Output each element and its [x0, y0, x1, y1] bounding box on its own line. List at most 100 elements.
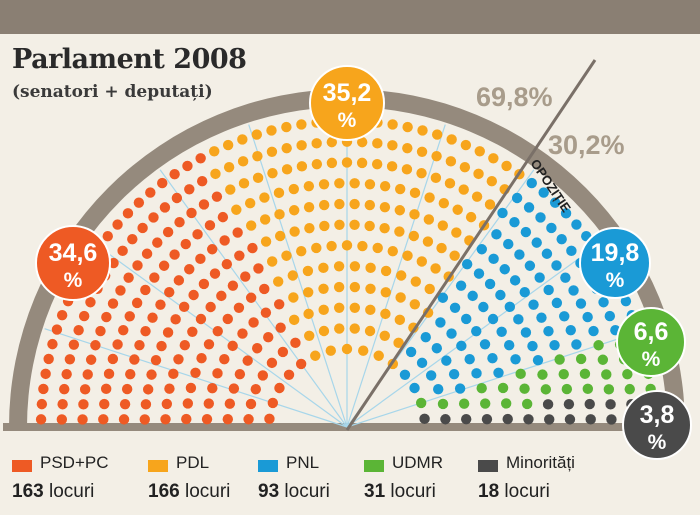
- seat-psd-pc: [182, 398, 194, 409]
- seat-pdl: [281, 164, 293, 175]
- page-subtitle: (senatori + deputați): [12, 82, 213, 102]
- seat-psd-pc: [184, 264, 195, 275]
- seat-psd-pc: [122, 208, 134, 219]
- seat-psd-pc: [264, 413, 275, 425]
- legend-label: PSD+PC: [40, 453, 109, 472]
- seat-pdl: [387, 140, 398, 151]
- seat-psd-pc: [145, 187, 156, 198]
- seat-pdl: [318, 199, 330, 211]
- seat-psd-pc: [195, 313, 207, 325]
- legend-seat-count: 166 locuri: [148, 481, 231, 502]
- seat-psd-pc: [260, 307, 272, 318]
- seat-psd-pc: [146, 369, 157, 380]
- seat-psd-pc: [51, 324, 63, 335]
- seat-psd-pc: [82, 369, 93, 380]
- seat-psd-pc: [102, 231, 113, 242]
- seat-pdl: [380, 265, 392, 277]
- seat-pnl: [425, 370, 437, 381]
- seat-pdl: [210, 168, 221, 180]
- seat-pnl: [560, 272, 571, 283]
- seat-udmr: [537, 369, 548, 380]
- seat-psd-pc: [137, 222, 148, 234]
- seat-pnl: [499, 264, 510, 275]
- seat-psd-pc: [47, 338, 58, 350]
- seat-psd-pc: [171, 192, 183, 204]
- seat-pdl: [237, 134, 248, 145]
- majority-percent-label: 69,8%: [476, 82, 553, 112]
- seat-pdl: [252, 172, 264, 184]
- seat-pnl: [604, 310, 616, 322]
- seat-pdl: [225, 184, 236, 195]
- legend-swatch: [478, 460, 498, 472]
- seat-pdl: [484, 199, 496, 210]
- seat-pdl: [452, 204, 463, 215]
- seat-pdl: [402, 121, 413, 133]
- legend-seat-count: 93 locuri: [258, 481, 330, 502]
- seat-udmr: [415, 397, 427, 409]
- seat-pnl: [565, 324, 576, 336]
- seat-pdl: [458, 184, 469, 195]
- seat-pdl: [372, 242, 383, 254]
- seat-psd-pc: [178, 301, 190, 313]
- seat-psd-pc: [64, 354, 76, 365]
- seat-pdl: [288, 314, 300, 326]
- seat-pnl: [478, 301, 489, 313]
- seat-pdl: [266, 256, 278, 267]
- seat-pdl: [446, 134, 457, 145]
- seat-psd-pc: [245, 398, 257, 410]
- percent-value: 6,6: [634, 318, 669, 346]
- seat-pdl: [431, 150, 442, 162]
- seat-pnl: [488, 253, 499, 265]
- seat-pdl: [410, 276, 421, 287]
- seat-pnl: [528, 299, 539, 310]
- seat-psd-pc: [148, 212, 159, 223]
- seat-psd-pc: [203, 339, 215, 350]
- seat-psd-pc: [274, 382, 285, 394]
- percent-sign: %: [648, 431, 667, 454]
- seat-pnl: [510, 354, 521, 365]
- seat-psd-pc: [118, 324, 129, 336]
- legend-seat-count: 163 locuri: [12, 481, 95, 502]
- seat-pdl: [333, 281, 345, 293]
- seat-psd-pc: [129, 354, 140, 365]
- seat-pdl: [311, 158, 323, 170]
- seat-psd-pc: [158, 260, 170, 271]
- seat-pdl: [473, 168, 484, 180]
- seat-psd-pc: [198, 199, 210, 210]
- seat-pnl: [598, 297, 609, 308]
- seat-pdl: [380, 308, 391, 320]
- seat-pnl: [446, 328, 457, 339]
- seat-pdl: [423, 214, 435, 225]
- seat-pnl: [435, 317, 446, 328]
- seat-pdl: [325, 345, 336, 356]
- seat-pdl: [252, 150, 263, 162]
- seat-psd-pc: [295, 358, 307, 370]
- seat-pdl: [349, 281, 361, 293]
- seat-pdl: [408, 230, 420, 242]
- seat-pdl: [409, 187, 421, 199]
- seat-psd-pc: [219, 235, 230, 246]
- seat-psd-pc: [224, 398, 236, 409]
- seat-pnl: [549, 197, 561, 208]
- seat-pdl: [394, 205, 406, 216]
- seat-psd-pc: [257, 370, 269, 381]
- seat-udmr: [561, 383, 573, 395]
- seat-psd-pc: [77, 414, 88, 425]
- seat-pnl: [568, 285, 579, 296]
- seat-minorit-i: [460, 413, 472, 425]
- seat-psd-pc: [227, 340, 238, 352]
- seat-pdl: [364, 220, 375, 232]
- seat-psd-pc: [222, 313, 233, 325]
- seat-pdl: [326, 136, 338, 148]
- seat-psd-pc: [168, 368, 179, 380]
- seat-psd-pc: [155, 299, 166, 310]
- seat-psd-pc: [169, 249, 180, 260]
- seat-psd-pc: [38, 383, 49, 395]
- seat-psd-pc: [277, 346, 289, 358]
- seat-pdl: [304, 330, 315, 341]
- seat-pnl: [519, 287, 530, 298]
- seat-psd-pc: [141, 248, 153, 259]
- seat-psd-pc: [228, 383, 240, 394]
- seat-pdl: [281, 142, 292, 154]
